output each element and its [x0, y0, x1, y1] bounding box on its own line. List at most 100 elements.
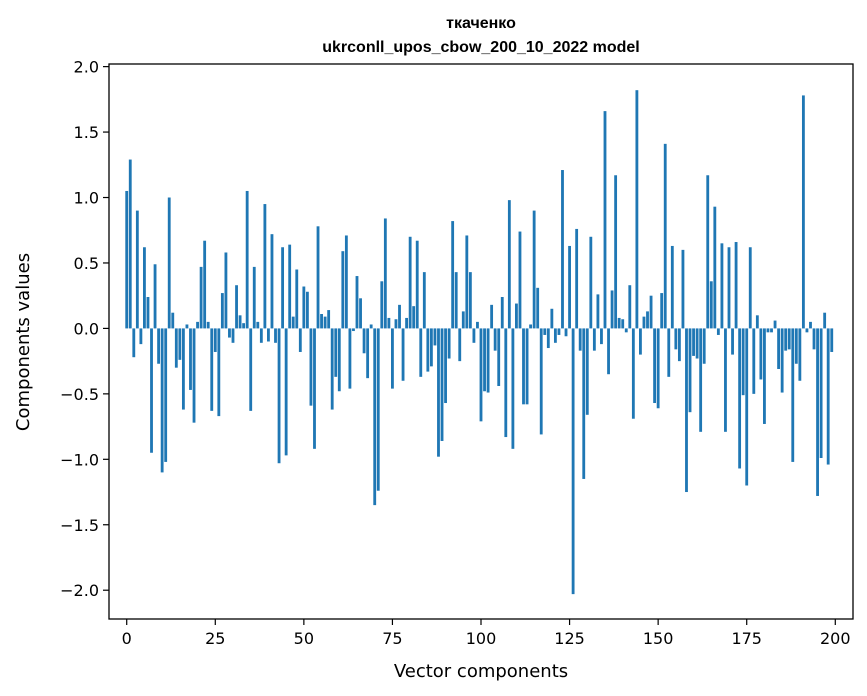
bar-82 — [415, 240, 419, 329]
bar-185 — [780, 328, 784, 393]
bar-64 — [352, 328, 355, 332]
bar-80 — [408, 236, 412, 329]
bar-54 — [316, 226, 320, 329]
bar-85 — [426, 328, 430, 372]
bar-150 — [656, 328, 660, 409]
x-tick-label: 150 — [643, 629, 674, 648]
bar-192 — [805, 328, 809, 333]
bar-126 — [571, 328, 575, 595]
bar-91 — [447, 328, 451, 359]
bar-161 — [695, 328, 699, 359]
y-tick-label: 0.5 — [74, 254, 99, 273]
bar-25 — [213, 328, 217, 352]
bar-6 — [146, 297, 150, 329]
bar-90 — [444, 328, 447, 404]
bar-143 — [631, 328, 635, 419]
bar-58 — [330, 328, 334, 410]
bar-103 — [490, 304, 494, 329]
bar-147 — [646, 311, 649, 329]
bar-59 — [334, 328, 338, 377]
bar-165 — [709, 281, 713, 329]
bar-195 — [816, 328, 819, 496]
bar-7 — [150, 328, 153, 453]
bar-93 — [454, 272, 458, 329]
bar-177 — [752, 328, 756, 394]
bar-168 — [720, 243, 724, 329]
bar-132 — [592, 328, 596, 351]
bar-169 — [724, 328, 727, 432]
bar-37 — [256, 321, 260, 329]
bar-145 — [639, 328, 642, 355]
bar-135 — [603, 111, 607, 329]
y-tick-label: 2.0 — [74, 58, 99, 77]
bar-171 — [731, 328, 734, 355]
bar-162 — [699, 328, 703, 432]
bar-47 — [291, 316, 295, 329]
y-tick-label: 1.5 — [74, 123, 99, 142]
bar-15 — [178, 328, 182, 360]
bar-84 — [422, 272, 426, 329]
bar-35 — [249, 328, 253, 411]
bar-62 — [344, 235, 348, 329]
bar-5 — [143, 247, 146, 329]
bar-184 — [777, 328, 781, 369]
bar-127 — [575, 228, 579, 329]
bar-83 — [419, 328, 423, 377]
bar-121 — [553, 328, 557, 343]
bar-78 — [401, 328, 405, 381]
bar-92 — [451, 221, 455, 329]
bar-131 — [589, 236, 593, 329]
bar-130 — [585, 328, 589, 415]
y-tick-label: 0.0 — [74, 319, 99, 338]
bar-173 — [738, 328, 742, 469]
bar-67 — [362, 328, 366, 354]
bar-61 — [341, 251, 345, 329]
bar-149 — [653, 328, 657, 404]
bar-108 — [507, 200, 511, 329]
y-axis-label: Components values — [13, 253, 34, 431]
bar-120 — [550, 308, 554, 329]
bar-151 — [660, 293, 664, 329]
bar-22 — [203, 240, 207, 329]
bar-94 — [458, 328, 462, 362]
bar-14 — [174, 328, 178, 368]
bar-111 — [518, 231, 522, 329]
bar-38 — [259, 328, 263, 343]
bar-110 — [515, 303, 518, 329]
bar-52 — [309, 328, 313, 406]
bar-3 — [135, 210, 139, 329]
bar-182 — [770, 328, 773, 333]
bar-51 — [305, 291, 309, 329]
x-tick-label: 50 — [294, 629, 314, 648]
bar-159 — [688, 328, 692, 413]
bar-57 — [327, 310, 331, 329]
bar-86 — [429, 328, 433, 367]
bar-134 — [600, 328, 603, 345]
bar-118 — [543, 328, 547, 335]
bar-87 — [433, 328, 437, 346]
bar-12 — [167, 197, 171, 329]
x-tick-label: 25 — [205, 629, 225, 648]
bar-100 — [479, 328, 483, 422]
bar-89 — [440, 328, 444, 441]
bar-189 — [794, 328, 798, 364]
y-tick-label: 1.0 — [74, 189, 99, 208]
bar-29 — [228, 328, 231, 338]
bar-69 — [369, 324, 373, 329]
bar-96 — [465, 235, 469, 329]
bar-40 — [267, 328, 270, 342]
bar-23 — [206, 321, 210, 329]
plot-area-frame — [108, 63, 854, 620]
bar-123 — [561, 170, 564, 329]
bar-172 — [734, 242, 738, 329]
bar-32 — [238, 315, 242, 329]
chart-title-line2: ukrconll_upos_cbow_200_10_2022 model — [322, 39, 639, 56]
bar-2 — [132, 328, 136, 358]
bar-43 — [277, 328, 281, 464]
bar-11 — [164, 328, 168, 462]
bar-154 — [670, 245, 674, 329]
bar-104 — [493, 328, 497, 351]
bar-167 — [716, 328, 720, 335]
bar-99 — [476, 321, 479, 329]
